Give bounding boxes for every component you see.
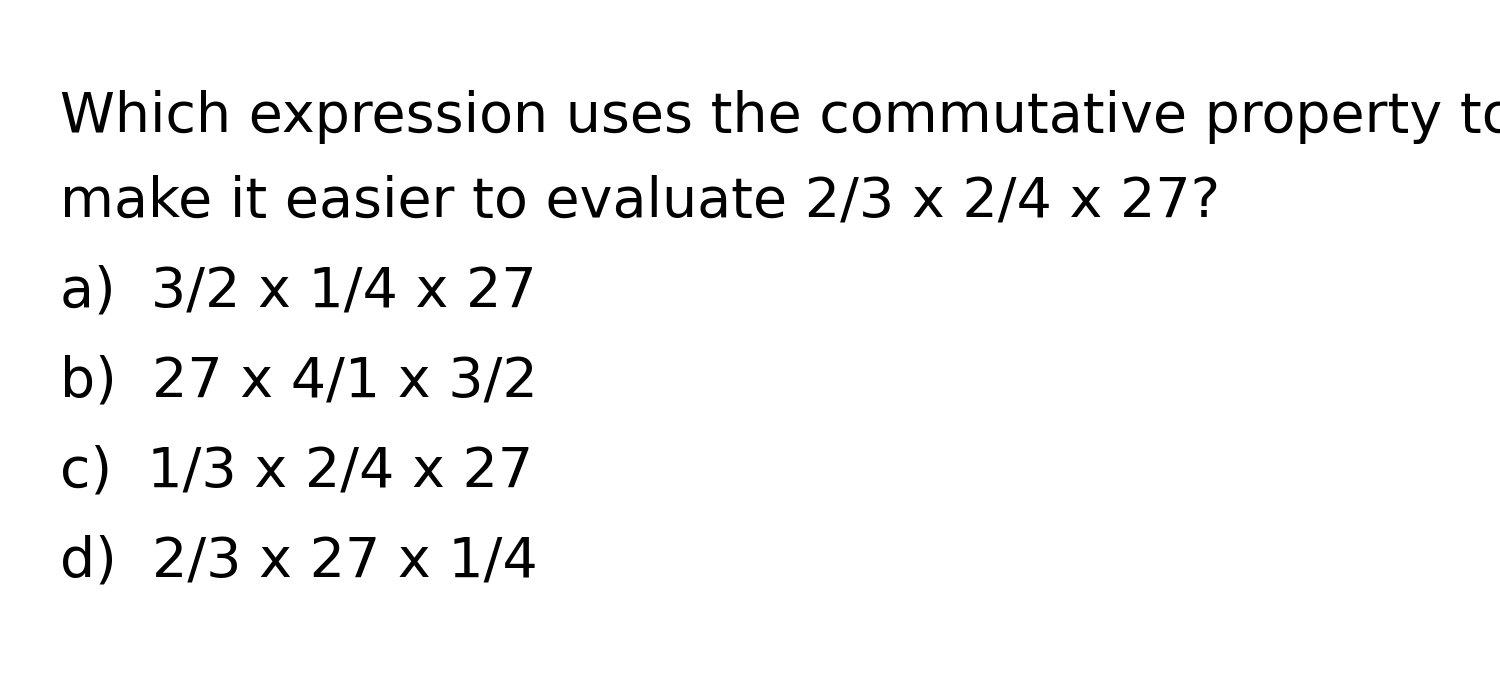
Text: c)  1/3 x 2/4 x 27: c) 1/3 x 2/4 x 27 xyxy=(60,445,532,499)
Text: a)  3/2 x 1/4 x 27: a) 3/2 x 1/4 x 27 xyxy=(60,265,537,319)
Text: b)  27 x 4/1 x 3/2: b) 27 x 4/1 x 3/2 xyxy=(60,355,537,409)
Text: d)  2/3 x 27 x 1/4: d) 2/3 x 27 x 1/4 xyxy=(60,535,537,589)
Text: make it easier to evaluate 2/3 x 2/4 x 27?: make it easier to evaluate 2/3 x 2/4 x 2… xyxy=(60,175,1219,229)
Text: Which expression uses the commutative property to: Which expression uses the commutative pr… xyxy=(60,90,1500,144)
